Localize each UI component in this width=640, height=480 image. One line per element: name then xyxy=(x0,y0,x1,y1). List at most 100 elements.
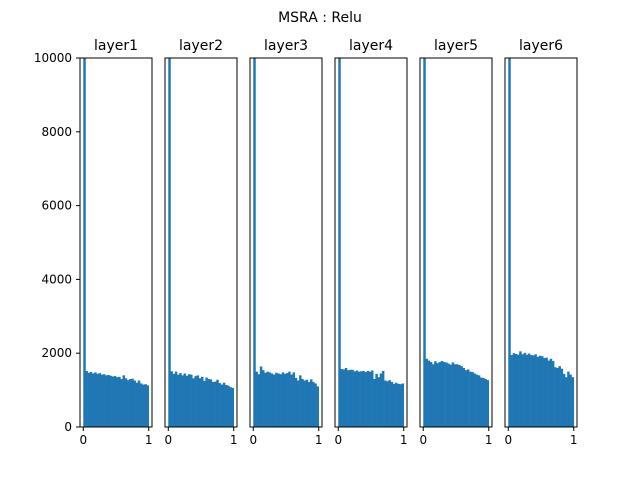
histogram-bar xyxy=(473,373,476,427)
histogram-bar xyxy=(205,377,208,427)
x-tick-label: 0 xyxy=(164,433,172,447)
histogram-bar xyxy=(255,371,258,427)
histogram-bar xyxy=(541,356,544,427)
panel-3: layer3 0 1 xyxy=(249,38,322,447)
histogram-bar xyxy=(469,371,472,427)
histogram-bar xyxy=(131,378,134,427)
histogram-bar xyxy=(142,384,145,427)
histogram-bar xyxy=(458,365,461,427)
histogram-bar xyxy=(259,366,263,427)
histogram-bar xyxy=(92,373,95,427)
histogram-bar xyxy=(231,387,235,427)
histogram-bar xyxy=(514,353,518,427)
histogram-bar xyxy=(277,373,280,427)
histogram-bar xyxy=(379,373,383,427)
histogram-bar xyxy=(129,379,132,427)
histogram-bar xyxy=(558,366,561,427)
panel-title: layer1 xyxy=(94,38,138,54)
histogram-bar xyxy=(560,368,564,427)
histogram-bar xyxy=(386,381,389,427)
histogram-bar xyxy=(275,372,278,427)
histogram-bar xyxy=(527,353,531,427)
panel-5: layer5 0 1 xyxy=(419,38,492,447)
histogram-bar xyxy=(366,370,370,427)
histogram-bar xyxy=(229,387,232,427)
histogram-bar xyxy=(427,360,431,427)
panel-2: layer2 0 1 xyxy=(164,38,237,447)
histogram-bar xyxy=(377,377,381,427)
x-tick-label: 0 xyxy=(334,433,342,447)
histogram-bar xyxy=(133,380,136,427)
histogram-bar xyxy=(373,379,376,427)
histogram-bar xyxy=(124,378,128,427)
histogram-bar xyxy=(384,380,387,427)
panel-frame xyxy=(504,57,578,428)
histogram-bar xyxy=(480,377,483,427)
histogram-bar xyxy=(266,371,269,427)
y-tick-label: 0 xyxy=(64,420,72,434)
histogram-bar xyxy=(395,382,398,427)
y-tick-label: 10000 xyxy=(34,51,72,65)
histogram-bar xyxy=(194,376,197,427)
histogram-bar xyxy=(556,367,559,427)
panel-frame xyxy=(79,57,153,428)
histogram-bar xyxy=(122,375,126,427)
y-tick-label: 6000 xyxy=(41,199,72,213)
histogram-bar xyxy=(168,58,171,427)
histogram-bar xyxy=(94,372,97,427)
histogram-bar xyxy=(286,373,289,427)
histogram-bar xyxy=(432,364,435,427)
histogram-bar xyxy=(316,386,320,427)
histogram-bar xyxy=(96,373,99,427)
histogram-bar xyxy=(521,354,524,427)
panel-4: layer4 0 1 xyxy=(334,38,407,447)
histogram-bar xyxy=(220,384,224,427)
histogram-bar xyxy=(85,370,88,427)
histogram-bar xyxy=(174,371,178,427)
histogram-bar xyxy=(288,371,291,427)
panel-frame xyxy=(164,57,238,428)
histogram-bar xyxy=(172,373,176,427)
histogram-bar xyxy=(532,355,535,427)
histogram-bar xyxy=(543,357,546,427)
histogram-bar xyxy=(375,373,378,427)
histogram-bar xyxy=(201,376,204,427)
panel-title: layer6 xyxy=(519,38,563,54)
histogram-bar xyxy=(307,381,311,427)
panel-1: layer1 0 1 0 2000 4000 6000 8000 10000 xyxy=(34,38,153,447)
histogram-bar xyxy=(126,380,130,427)
x-tick-label: 1 xyxy=(145,433,153,447)
histogram-bar xyxy=(351,369,354,427)
panel-title: layer5 xyxy=(434,38,478,54)
histogram-bar xyxy=(262,370,265,427)
histogram-bar xyxy=(170,371,173,427)
histogram-bar xyxy=(349,369,352,427)
histogram-bar xyxy=(272,374,276,427)
histogram-bar xyxy=(449,364,452,427)
histogram-bar xyxy=(347,370,350,427)
histogram-bar xyxy=(392,383,396,427)
histogram-bar xyxy=(222,382,226,427)
histogram-bar xyxy=(292,372,296,427)
histogram-bar xyxy=(102,374,106,427)
histogram-bar xyxy=(111,376,115,427)
x-tick-label: 0 xyxy=(504,433,512,447)
histogram-bar xyxy=(135,382,139,427)
histogram-bar xyxy=(196,375,200,427)
histogram-bar xyxy=(113,376,117,427)
histogram-bar xyxy=(547,360,551,427)
histogram-bar xyxy=(508,58,511,427)
histogram-bar xyxy=(484,379,487,427)
histogram-bar xyxy=(107,374,110,427)
histogram-bar xyxy=(144,384,147,427)
histogram-bar xyxy=(438,362,442,427)
histogram-bar xyxy=(105,375,108,427)
histogram-bar xyxy=(381,370,385,427)
histogram-bar xyxy=(264,372,267,427)
histogram-bar xyxy=(530,355,533,427)
histogram-bar xyxy=(227,385,230,427)
histogram-bar xyxy=(456,364,459,427)
histogram-bar xyxy=(177,374,180,427)
panel-6: layer6 0 1 xyxy=(504,38,577,447)
